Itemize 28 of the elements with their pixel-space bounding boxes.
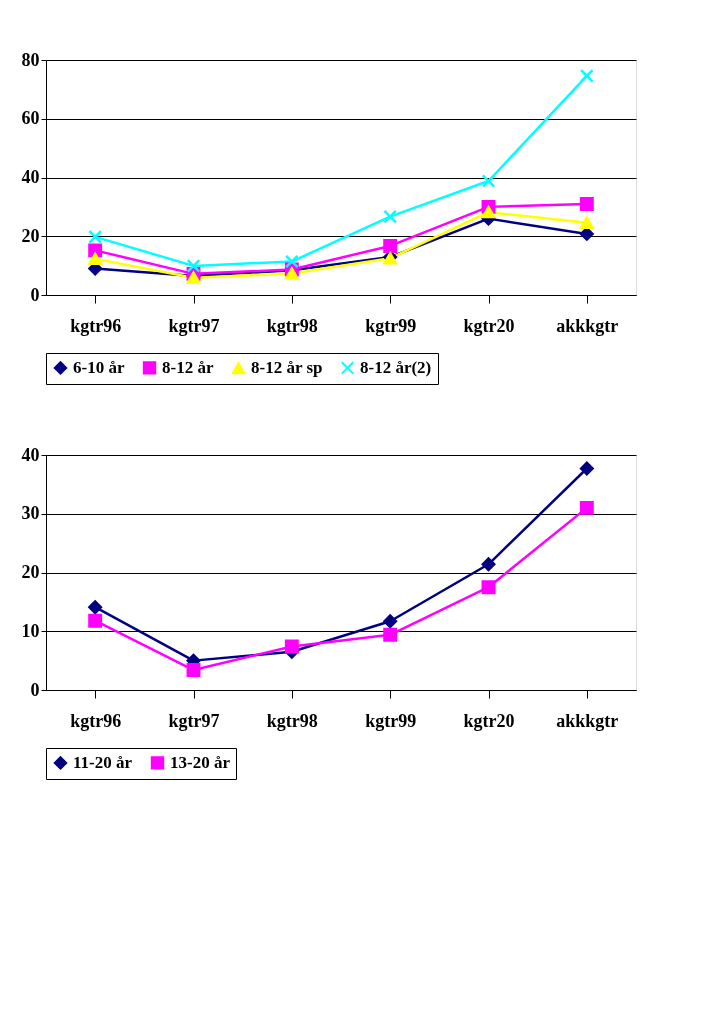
x-tick-label: kgtr97 <box>168 710 220 731</box>
y-tick-label: 60 <box>21 108 40 129</box>
y-tick-label: 20 <box>21 562 40 582</box>
x-tick-label: kgtr98 <box>266 710 318 731</box>
x-tick-label: kgtr96 <box>70 710 122 731</box>
y-tick-label: 0 <box>30 284 40 305</box>
x-tick-label: kgtr20 <box>463 315 515 336</box>
legend-label: 11-20 år <box>73 752 133 772</box>
y-tick-label: 0 <box>30 679 40 700</box>
y-tick-label: 40 <box>21 444 40 465</box>
x-tick-label: kgtr20 <box>463 710 515 731</box>
legend-label: 6-10 år <box>73 357 125 377</box>
legend-label: 8-12 år(2) <box>360 357 432 377</box>
x-tick-label: kgtr99 <box>365 710 417 731</box>
y-tick-label: 40 <box>21 167 40 187</box>
x-tick-label: kgtr97 <box>168 315 220 336</box>
legend-label: 8-12 år <box>162 357 214 377</box>
y-tick-label: 20 <box>21 225 40 246</box>
x-tick-label: kgtr98 <box>266 315 318 336</box>
legend-label: 8-12 år sp <box>251 358 323 378</box>
y-tick-label: 80 <box>21 49 40 70</box>
x-tick-label: kgtr96 <box>70 315 122 336</box>
y-tick-label: 30 <box>21 503 40 524</box>
y-tick-label: 10 <box>21 620 40 641</box>
x-tick-label: akkkgtr <box>556 710 619 731</box>
legend-label: 13-20 år <box>170 752 231 772</box>
x-tick-label: kgtr99 <box>365 315 417 336</box>
x-tick-label: akkkgtr <box>556 315 619 336</box>
